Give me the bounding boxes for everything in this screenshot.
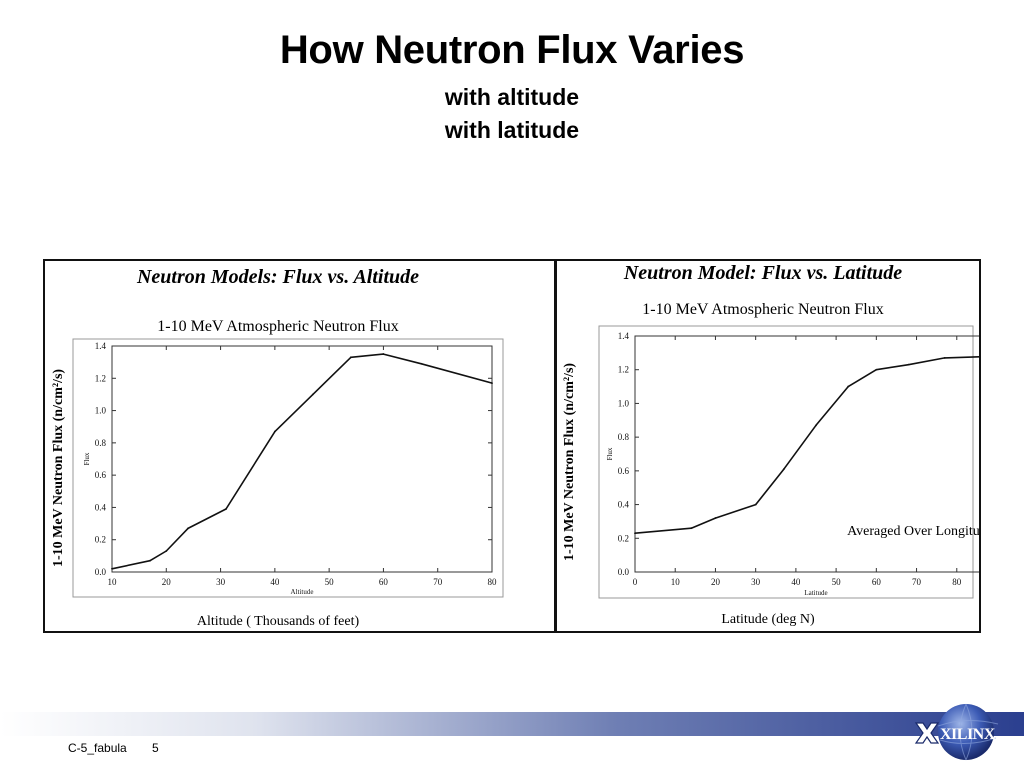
data-point: [714, 517, 717, 519]
y-axis-label: 1-10 MeV Neutron Flux (n/cm²/s): [51, 369, 66, 567]
data-point: [382, 353, 385, 355]
inner-x-label: Altitude: [291, 588, 314, 596]
x-tick-label: 20: [162, 577, 172, 587]
y-tick-label: 1.0: [95, 406, 107, 416]
x-tick-label: 60: [379, 577, 389, 587]
figure-frame: Neutron Models: Flux vs. Altitude 1-10 Me…: [43, 259, 981, 633]
y-tick-label: 0.0: [95, 567, 107, 577]
footer-bar: [0, 712, 1024, 736]
x-tick-label: 20: [711, 577, 721, 587]
x-tick-label: 80: [488, 577, 498, 587]
x-axis-label: Altitude ( Thousands of feet): [197, 614, 360, 629]
plot-frame: [598, 325, 974, 599]
chart-title: 1-10 MeV Atmospheric Neutron Flux: [642, 301, 883, 318]
x-tick-label: 10: [671, 577, 681, 587]
x-tick-label: 70: [912, 577, 922, 587]
y-tick-label: 1.4: [618, 331, 630, 341]
y-tick-label: 0.6: [618, 466, 630, 476]
series-line: [634, 355, 979, 534]
logo-text: XILINX: [940, 726, 996, 743]
y-tick-label: 0.8: [618, 432, 630, 442]
data-point: [754, 503, 757, 506]
x-tick-label: 60: [872, 577, 882, 587]
data-point: [349, 356, 352, 359]
x-tick-label: 50: [325, 577, 335, 587]
x-tick-label: 40: [270, 577, 280, 587]
x-tick-label: 70: [433, 577, 443, 587]
data-point: [273, 430, 276, 433]
chart-heading: Neutron Model: Flux vs. Latitude: [623, 262, 902, 284]
y-axis-label: 1-10 MeV Neutron Flux (n/cm²/s): [562, 363, 577, 561]
plot-area: [111, 345, 493, 573]
data-point: [875, 368, 878, 371]
chart-title: 1-10 MeV Atmospheric Neutron Flux: [157, 318, 398, 335]
data-point: [907, 363, 910, 366]
data-point: [690, 527, 693, 530]
x-tick-label: 10: [108, 577, 118, 587]
x-tick-label: 0: [633, 577, 638, 587]
y-tick-label: 0.8: [95, 438, 107, 448]
x-tick-label: 50: [832, 577, 842, 587]
slide-title: How Neutron Flux Varies: [279, 28, 745, 72]
y-tick-label: 1.4: [95, 341, 107, 351]
x-axis-label: Latitude (deg N): [721, 612, 815, 627]
inner-y-label: Flux: [83, 452, 91, 465]
series-line: [111, 353, 493, 570]
y-tick-label: 0.6: [95, 470, 107, 480]
data-point: [491, 382, 493, 385]
y-tick-label: 0.4: [95, 502, 107, 512]
latitude-chart: Neutron Model: Flux vs. Latitude 1-10 MeV…: [562, 262, 979, 627]
y-tick-label: 0.4: [618, 500, 630, 510]
page-number: 5: [152, 741, 159, 755]
data-point: [225, 508, 227, 510]
plot-area: [634, 335, 979, 573]
x-tick-label: 80: [952, 577, 962, 587]
data-point: [149, 559, 151, 562]
data-point: [420, 362, 423, 365]
y-tick-label: 1.2: [95, 373, 106, 383]
inner-y-label: Flux: [606, 447, 614, 460]
x-tick-label: 30: [216, 577, 226, 587]
slide-subtitle-altitude: with altitude: [444, 84, 580, 110]
y-tick-label: 0.2: [618, 533, 629, 543]
y-tick-label: 1.0: [618, 398, 630, 408]
y-tick-label: 1.2: [618, 365, 629, 375]
plot-frame: [72, 338, 504, 598]
chart-heading: Neutron Models: Flux vs. Altitude: [136, 266, 419, 288]
data-point: [165, 550, 168, 552]
x-tick-label: 40: [791, 577, 801, 587]
chart-annotation: Averaged Over Longitude: [847, 524, 979, 539]
x-tick-label: 30: [751, 577, 761, 587]
data-point: [782, 468, 785, 471]
slide-subtitle-latitude: with latitude: [444, 117, 580, 143]
data-point: [943, 357, 946, 359]
footer-label: C-5_fabula: [68, 741, 127, 755]
data-point: [634, 532, 636, 535]
data-point: [815, 424, 817, 427]
altitude-chart: Neutron Models: Flux vs. Altitude 1-10 Me…: [51, 266, 504, 629]
y-tick-label: 0.0: [618, 567, 630, 577]
y-tick-label: 0.2: [95, 535, 106, 545]
data-point: [847, 385, 850, 388]
panel-divider: [554, 261, 557, 631]
data-point: [187, 527, 189, 530]
inner-x-label: Latitude: [804, 589, 827, 597]
data-point: [311, 393, 314, 396]
xilinx-logo: XILINX: [914, 703, 999, 761]
data-point: [111, 567, 113, 570]
